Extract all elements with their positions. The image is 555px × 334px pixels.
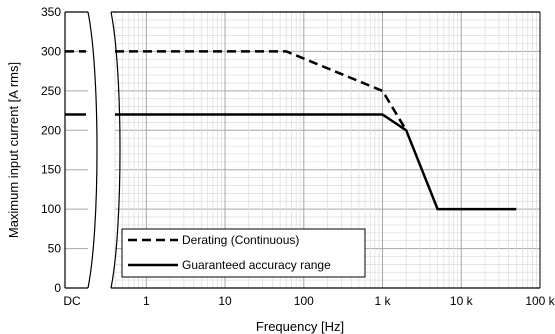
y-tick-label: 50 <box>48 242 62 256</box>
tick-labels: 0 50 100 150 200 250 300 350 DC 1 10 100 1 k 10 k 100 … <box>41 5 555 308</box>
x-tick-label: 100 k <box>525 294 555 308</box>
plot-frame <box>64 10 541 290</box>
legend: Derating (Continuous) Guaranteed accurac… <box>121 228 366 278</box>
x-tick-label: 10 k <box>450 294 474 308</box>
x-tick-label: 10 <box>218 294 232 308</box>
y-tick-label: 100 <box>41 202 61 216</box>
legend-box <box>121 228 366 278</box>
y-tick-label: 0 <box>54 281 61 295</box>
x-axis-label: Frequency [Hz] <box>256 319 344 334</box>
x-tick-label: 100 <box>294 294 314 308</box>
axis-break-band <box>88 10 114 290</box>
series-layer <box>65 50 517 211</box>
y-tick-label: 150 <box>41 163 61 177</box>
x-tick-label: 1 k <box>375 294 392 308</box>
axis-break-right <box>110 11 121 289</box>
legend-label-guaranteed: Guaranteed accuracy range <box>182 258 331 272</box>
y-tick-label: 250 <box>41 84 61 98</box>
legend-label-derating: Derating (Continuous) <box>182 233 299 247</box>
x-tick-label-dc: DC <box>63 294 81 308</box>
y-tick-label: 200 <box>41 123 61 137</box>
y-axis-label: Maximum input current [A rms] <box>6 62 21 238</box>
series-guaranteed-line <box>115 113 517 211</box>
y-tick-label: 300 <box>41 44 61 58</box>
x-tick-label: 1 <box>143 294 150 308</box>
axis-break-left <box>87 11 98 289</box>
y-tick-label: 350 <box>41 5 61 19</box>
series-derating-line <box>115 50 408 131</box>
